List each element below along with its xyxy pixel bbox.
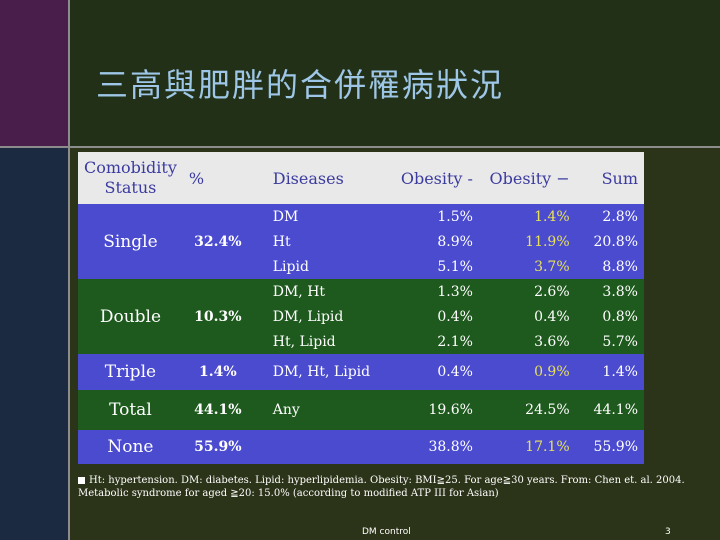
table-row: Ht 8.9% 11.9% 20.8% (78, 229, 644, 254)
page-number: 3 (665, 527, 671, 537)
decorative-stripe-bottom (0, 146, 68, 540)
sum-cell: 44.1% (575, 390, 644, 430)
obesity-neg-cell: 1.4% (478, 204, 576, 229)
disease-cell: Lipid (252, 254, 392, 279)
obesity-neg-cell: 17.1% (478, 430, 576, 464)
obesity-pos-cell: 0.4% (391, 354, 479, 390)
sum-cell: 0.8% (575, 304, 644, 329)
sum-cell: 1.4% (575, 354, 644, 390)
obesity-neg-cell: 3.6% (478, 329, 576, 354)
obesity-neg-cell: 0.4% (478, 304, 576, 329)
table-row: Double 10.3% DM, Ht 1.3% 2.6% 3.8% (78, 279, 644, 354)
sum-cell: 2.8% (575, 204, 644, 229)
footer-label: DM control (362, 527, 411, 537)
comorbidity-table: Comobidity Status % Diseases Obesity - O… (78, 152, 644, 468)
title-background (0, 0, 720, 146)
horizontal-divider (0, 146, 720, 148)
sum-cell: 5.7% (575, 329, 644, 354)
table-header-row: Comobidity Status % Diseases Obesity - O… (78, 152, 644, 204)
obesity-neg-cell: 24.5% (478, 390, 576, 430)
disease-cell: DM (252, 204, 392, 229)
obesity-pos-cell: 5.1% (391, 254, 479, 279)
pct-total: 44.1% (182, 390, 253, 430)
header-sum: Sum (601, 168, 638, 188)
obesity-neg-cell: 0.9% (478, 354, 576, 390)
footnote-text-2: Metabolic syndrome for aged ≧20: 15.0% (… (78, 488, 499, 499)
header-percent: % (188, 168, 205, 188)
obesity-pos-cell: 1.3% (391, 279, 479, 304)
table-row: None 55.9% 38.8% 17.1% 55.9% (78, 430, 644, 464)
sum-cell: 55.9% (575, 430, 644, 464)
obesity-neg-cell: 3.7% (478, 254, 576, 279)
disease-cell: DM, Ht (252, 279, 392, 304)
obesity-pos-cell: 1.5% (391, 204, 479, 229)
sum-cell: 3.8% (575, 279, 644, 304)
table-row: Triple 1.4% DM, Ht, Lipid 0.4% 0.9% 1.4% (78, 354, 644, 390)
table-row: DM, Lipid 0.4% 0.4% 0.8% (78, 304, 644, 329)
sum-cell: 20.8% (575, 229, 644, 254)
disease-cell: DM, Ht, Lipid (252, 354, 392, 390)
pct-single: 32.4% (182, 204, 253, 279)
obesity-pos-cell: 19.6% (391, 390, 479, 430)
status-total: Total (78, 390, 183, 430)
obesity-neg-cell: 11.9% (478, 229, 576, 254)
decorative-stripe-top (0, 0, 68, 146)
footnote-line-1: Ht: hypertension. DM: diabetes. Lipid: h… (78, 474, 708, 487)
footnote-text-1: Ht: hypertension. DM: diabetes. Lipid: h… (89, 475, 685, 486)
footnote: Ht: hypertension. DM: diabetes. Lipid: h… (78, 474, 708, 500)
obesity-neg-cell: 2.6% (478, 279, 576, 304)
status-double: Double (78, 279, 183, 354)
pct-triple: 1.4% (182, 354, 253, 390)
status-single: Single (78, 204, 183, 279)
header-obesity-neg: Obesity − (489, 168, 570, 188)
status-none: None (78, 430, 183, 464)
header-obesity-pos: Obesity - (400, 168, 473, 188)
status-triple: Triple (78, 354, 183, 390)
sum-cell: 8.8% (575, 254, 644, 279)
table-row: Total 44.1% Any 19.6% 24.5% 44.1% (78, 390, 644, 430)
table-row: Ht, Lipid 2.1% 3.6% 5.7% (78, 329, 644, 354)
pct-double: 10.3% (182, 279, 253, 354)
slide-title: 三高與肥胖的合併罹病狀況 (96, 66, 505, 104)
vertical-divider (68, 0, 70, 540)
disease-cell: Ht (252, 229, 392, 254)
obesity-pos-cell: 2.1% (391, 329, 479, 354)
disease-cell: Ht, Lipid (252, 329, 392, 354)
disease-cell: DM, Lipid (252, 304, 392, 329)
header-status: Comobidity Status (84, 158, 177, 197)
pct-none: 55.9% (182, 430, 253, 464)
obesity-pos-cell: 8.9% (391, 229, 479, 254)
obesity-pos-cell: 38.8% (391, 430, 479, 464)
bullet-icon (78, 477, 85, 484)
table-row: Lipid 5.1% 3.7% 8.8% (78, 254, 644, 279)
header-diseases: Diseases (272, 168, 344, 188)
obesity-pos-cell: 0.4% (391, 304, 479, 329)
table-row: Single 32.4% DM 1.5% 1.4% 2.8% (78, 204, 644, 279)
disease-cell (252, 430, 392, 464)
disease-cell: Any (252, 390, 392, 430)
